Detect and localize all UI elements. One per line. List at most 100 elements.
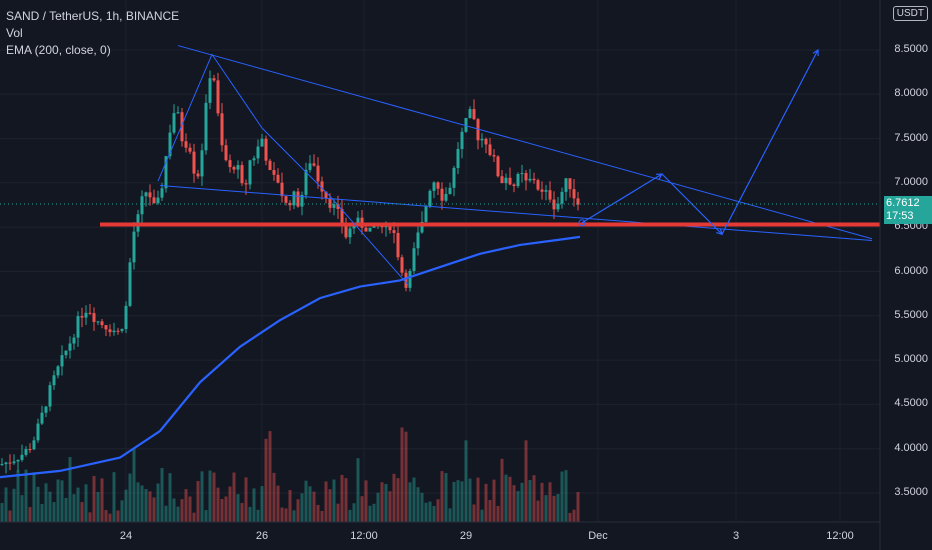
candle-body [212, 78, 216, 81]
candle-body [392, 230, 396, 233]
price-tick-label: 4.0000 [894, 441, 928, 454]
candle-body [252, 158, 256, 161]
volume-bar [92, 476, 96, 522]
volume-bar [28, 507, 32, 522]
volume-bar [520, 482, 524, 522]
candle-body [80, 316, 84, 318]
volume-bar [492, 479, 496, 522]
volume-bar [152, 497, 156, 522]
symbol-title[interactable]: SAND / TetherUS, 1h, BINANCE [6, 9, 180, 23]
volume-bar [52, 502, 56, 522]
volume-bar [76, 487, 80, 522]
volume-bar [112, 472, 116, 522]
candle-body [24, 449, 28, 455]
volume-bar [448, 508, 452, 522]
volume-bar [140, 485, 144, 522]
volume-bar [240, 503, 244, 522]
volume-bar [188, 496, 192, 522]
volume-bars [0, 427, 580, 522]
volume-bar [116, 510, 120, 522]
price-tick-label: 7.0000 [894, 175, 928, 188]
candle-body [488, 144, 492, 156]
candle-body [280, 182, 284, 197]
volume-bar [84, 484, 88, 522]
volume-bar [356, 458, 360, 522]
volume-bar [368, 505, 372, 522]
volume-bar [160, 468, 164, 522]
candle-body [228, 160, 232, 168]
volume-bar [12, 488, 16, 522]
volume-bar [204, 510, 208, 522]
volume-indicator-label[interactable]: Vol [6, 26, 23, 40]
lower-wedge-line [159, 185, 873, 241]
time-tick-label: 3 [732, 530, 740, 542]
volume-bar [136, 482, 140, 522]
volume-bar [296, 499, 300, 522]
candle-body [512, 184, 516, 186]
ema-indicator-label[interactable]: EMA (200, close, 0) [6, 43, 111, 57]
candle-body [172, 113, 176, 133]
candle-body [564, 178, 568, 192]
candle-body [168, 132, 172, 157]
candle-body [452, 167, 456, 188]
candle-body [456, 149, 460, 168]
candle-body [400, 257, 404, 273]
volume-bar [540, 482, 544, 522]
candle-body [556, 203, 560, 210]
candle-body [356, 217, 360, 225]
candle-body [284, 196, 288, 203]
projection-path [581, 49, 819, 236]
volume-bar [484, 483, 488, 522]
volume-bar [144, 489, 148, 522]
volume-bar [44, 483, 48, 522]
volume-bar [200, 471, 204, 522]
arrow-head-icon [812, 48, 819, 57]
candle-body [140, 196, 144, 215]
candle-body [256, 146, 260, 159]
candle-body [176, 112, 180, 114]
volume-bar [436, 499, 440, 522]
volume-bar [276, 485, 280, 522]
candle-body [240, 165, 244, 184]
volume-bar [272, 472, 276, 522]
volume-bar [172, 498, 176, 522]
volume-bar [404, 431, 408, 522]
volume-bar [352, 503, 356, 522]
volume-bar [268, 431, 272, 522]
candle-body [552, 199, 556, 210]
candle-body [188, 147, 192, 152]
currency-button[interactable]: USDT [892, 6, 928, 21]
candle-body [48, 385, 52, 407]
volume-bar [96, 492, 100, 522]
candle-body [448, 187, 452, 194]
candle-body [148, 192, 152, 198]
candle-body [0, 464, 4, 466]
candle-body [180, 112, 184, 142]
candle-body [72, 337, 76, 344]
time-tick-label: 29 [459, 530, 473, 542]
candle-body [160, 188, 164, 198]
candle-body [56, 366, 60, 376]
candle-body [524, 173, 528, 181]
candle-body [208, 78, 212, 103]
candle-body [508, 177, 512, 185]
candle-body [292, 191, 296, 206]
volume-bar [164, 505, 168, 522]
candle-body [244, 183, 248, 185]
last-price-label: 6.7612 17:53 [884, 196, 932, 224]
candle-body [520, 173, 524, 175]
price-tick-label: 3.5000 [894, 486, 928, 498]
candle-body [272, 170, 276, 175]
drawings[interactable] [0, 45, 880, 286]
candle-body [12, 461, 16, 464]
volume-bar [380, 482, 384, 522]
time-tick-label: Dec [588, 530, 608, 542]
candle-body [68, 343, 72, 351]
candle-body [424, 206, 428, 222]
candle-body [408, 270, 412, 288]
volume-bar [488, 500, 492, 522]
volume-bar [56, 479, 60, 522]
volume-bar [60, 480, 64, 522]
candle-body [132, 231, 136, 263]
